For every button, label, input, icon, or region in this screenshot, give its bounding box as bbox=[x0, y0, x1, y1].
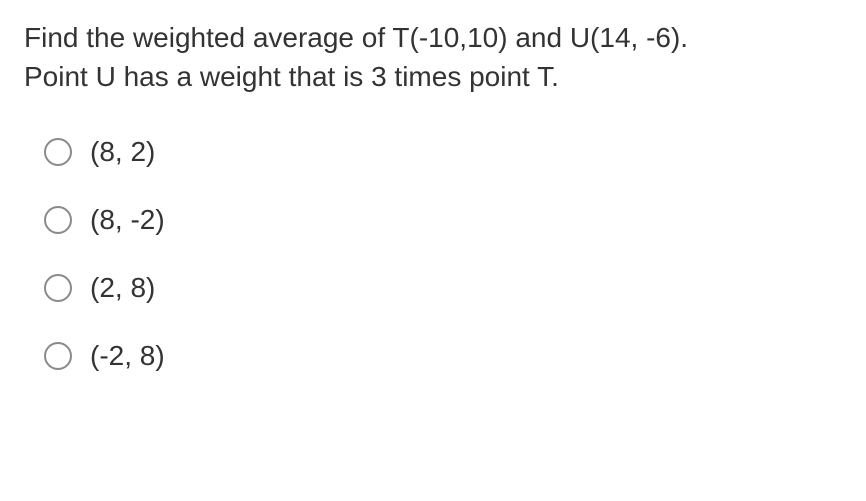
option-1[interactable]: (8, 2) bbox=[44, 136, 842, 168]
question-line-1: Find the weighted average of T(-10,10) a… bbox=[24, 22, 688, 53]
question-text: Find the weighted average of T(-10,10) a… bbox=[24, 18, 842, 96]
option-label: (8, 2) bbox=[90, 136, 155, 168]
radio-icon[interactable] bbox=[44, 138, 72, 166]
option-label: (2, 8) bbox=[90, 272, 155, 304]
options-group: (8, 2) (8, -2) (2, 8) (-2, 8) bbox=[24, 136, 842, 372]
radio-icon[interactable] bbox=[44, 274, 72, 302]
option-2[interactable]: (8, -2) bbox=[44, 204, 842, 236]
option-label: (-2, 8) bbox=[90, 340, 165, 372]
option-4[interactable]: (-2, 8) bbox=[44, 340, 842, 372]
radio-icon[interactable] bbox=[44, 342, 72, 370]
radio-icon[interactable] bbox=[44, 206, 72, 234]
option-3[interactable]: (2, 8) bbox=[44, 272, 842, 304]
option-label: (8, -2) bbox=[90, 204, 165, 236]
question-line-2: Point U has a weight that is 3 times poi… bbox=[24, 61, 559, 92]
